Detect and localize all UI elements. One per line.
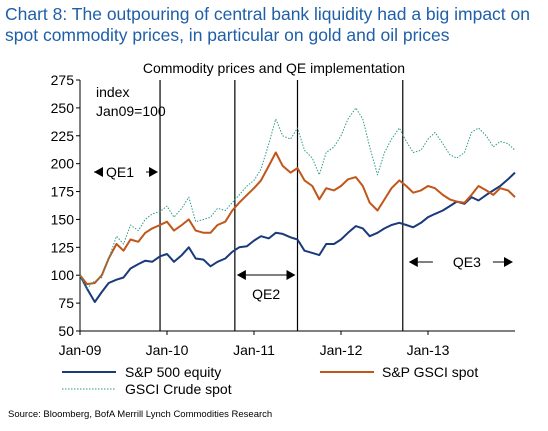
x-tick-label: Jan-09 xyxy=(59,342,102,358)
y-axis-label-line1: index xyxy=(96,84,129,100)
qe1-arrow-right xyxy=(149,167,159,177)
y-tick-label: 125 xyxy=(51,239,75,255)
headline-line-2: spot commodity prices, in particular on … xyxy=(5,25,450,45)
qe1-label: QE1 xyxy=(106,164,134,180)
qe2-arrow-left xyxy=(236,270,246,280)
y-tick-label: 275 xyxy=(51,72,75,88)
series-line-crude xyxy=(79,107,516,290)
legend-label-crude: GSCI Crude spot xyxy=(125,381,232,397)
y-tick-label: 250 xyxy=(51,100,75,116)
y-tick-label: 50 xyxy=(58,323,74,339)
y-tick-label: 75 xyxy=(58,295,74,311)
x-tick-label: Jan-12 xyxy=(320,342,363,358)
x-tick-label: Jan-13 xyxy=(407,342,450,358)
y-tick-label: 175 xyxy=(51,184,75,200)
y-tick-label: 200 xyxy=(51,156,75,172)
legend-label-gsci: S&P GSCI spot xyxy=(382,364,478,380)
y-tick-label: 150 xyxy=(51,211,75,227)
y-tick-label: 225 xyxy=(51,128,75,144)
legend-label-sp500: S&P 500 equity xyxy=(125,364,221,380)
y-tick-label: 100 xyxy=(51,267,75,283)
qe3-arrow-left xyxy=(408,257,418,267)
x-tick-label: Jan-11 xyxy=(233,342,275,358)
series-line-gsci xyxy=(79,151,516,286)
x-tick-label: Jan-10 xyxy=(146,342,189,358)
qe2-arrow-right xyxy=(286,270,296,280)
qe3-label: QE3 xyxy=(453,254,481,270)
source-note: Source: Bloomberg, BofA Merrill Lynch Co… xyxy=(8,409,273,420)
series-line-sp500 xyxy=(79,171,516,303)
chart-headline: Chart 8: The outpouring of central bank … xyxy=(5,4,545,46)
qe3-arrow-right xyxy=(504,257,513,267)
chart-title: Commodity prices and QE implementation xyxy=(142,60,406,76)
y-axis-label-line2: Jan09=100 xyxy=(96,103,166,119)
qe2-label: QE2 xyxy=(252,286,280,302)
headline-line-1: Chart 8: The outpouring of central bank … xyxy=(5,4,530,24)
